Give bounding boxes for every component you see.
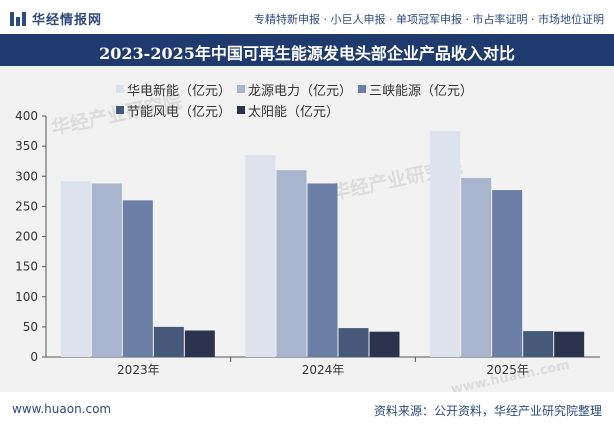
bar-龙源电力（亿元）-2023年	[91, 183, 122, 357]
bar-华电新能（亿元）-2023年	[60, 181, 91, 357]
legend-label: 太阳能（亿元）	[248, 104, 340, 120]
footer-website: www.huaon.com	[12, 402, 112, 416]
bar-节能风电（亿元）-2023年	[153, 326, 184, 357]
legend-item: 华电新能（亿元）	[116, 80, 231, 99]
y-tick-label: 200	[15, 230, 38, 244]
y-tick-label: 250	[15, 199, 38, 213]
top-bar: 华经情报网 专精特新申报 · 小巨人申报 · 单项冠军申报 · 市占率证明 · …	[0, 0, 614, 34]
y-tick-label: 100	[15, 290, 38, 304]
y-tick-label: 350	[15, 139, 38, 153]
bar-太阳能（亿元）-2023年	[184, 330, 215, 357]
chart-title: 2023-2025年中国可再生能源发电头部企业产品收入对比	[99, 44, 515, 63]
legend-swatch	[237, 106, 246, 114]
legend-item: 太阳能（亿元）	[237, 101, 339, 120]
bar-节能风电（亿元）-2024年	[338, 328, 369, 357]
title-bar: 2023-2025年中国可再生能源发电头部企业产品收入对比	[0, 34, 614, 66]
bar-三峡能源（亿元）-2024年	[307, 183, 338, 357]
brand: 华经情报网	[10, 9, 102, 28]
legend-row: 节能风电（亿元） 太阳能（亿元）	[116, 100, 556, 120]
brand-name: 华经情报网	[32, 13, 103, 28]
y-tick-label: 50	[23, 320, 38, 334]
legend-label: 龙源电力（亿元）	[248, 83, 353, 99]
footer: www.huaon.com 资料来源：公开资料，华经产业研究院整理	[0, 392, 614, 425]
legend-row: 华电新能（亿元） 龙源电力（亿元） 三峡能源（亿元）	[116, 79, 556, 99]
header-tagline: 专精特新申报 · 小巨人申报 · 单项冠军申报 · 市占率证明 · 市场地位证明	[254, 13, 604, 26]
x-tick-label: 2025年	[486, 363, 529, 377]
legend-label: 华电新能（亿元）	[127, 83, 232, 99]
brand-logo-icon	[10, 11, 26, 26]
bar-华电新能（亿元）-2025年	[430, 131, 461, 357]
x-tick-label: 2023年	[117, 363, 160, 377]
legend-swatch	[116, 106, 124, 114]
bar-龙源电力（亿元）-2024年	[276, 170, 307, 357]
bar-太阳能（亿元）-2024年	[369, 331, 400, 357]
y-tick-label: 0	[30, 350, 38, 364]
bar-华电新能（亿元）-2024年	[245, 155, 276, 357]
legend-swatch	[237, 85, 246, 93]
y-tick-label: 300	[15, 169, 38, 183]
bar-龙源电力（亿元）-2025年	[461, 178, 492, 357]
bar-三峡能源（亿元）-2025年	[492, 190, 523, 357]
legend-item: 三峡能源（亿元）	[358, 80, 473, 99]
legend-swatch	[358, 85, 367, 93]
legend-item: 节能风电（亿元）	[116, 101, 231, 120]
legend-label: 三峡能源（亿元）	[369, 83, 474, 99]
legend: 华电新能（亿元） 龙源电力（亿元） 三峡能源（亿元） 节能风电（亿元） 太阳能（亿元）	[116, 79, 556, 121]
legend-label: 节能风电（亿元）	[127, 104, 232, 120]
legend-swatch	[116, 85, 124, 93]
y-tick-label: 150	[15, 260, 38, 274]
y-tick-label: 400	[15, 109, 38, 123]
legend-item: 龙源电力（亿元）	[237, 80, 352, 99]
bar-三峡能源（亿元）-2023年	[122, 200, 153, 357]
bar-太阳能（亿元）-2025年	[554, 331, 585, 357]
footer-source: 资料来源：公开资料，华经产业研究院整理	[373, 404, 602, 418]
bar-节能风电（亿元）-2025年	[523, 331, 554, 357]
x-tick-label: 2024年	[302, 363, 345, 377]
